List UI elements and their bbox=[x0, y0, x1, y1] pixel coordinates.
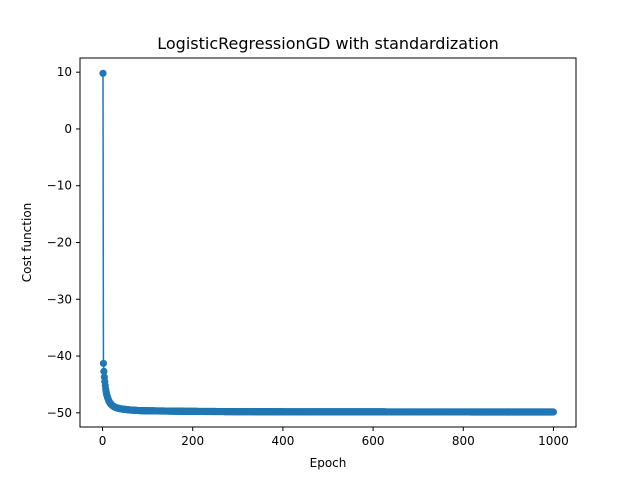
x-tick-label: 400 bbox=[271, 434, 294, 448]
x-tick-label: 0 bbox=[99, 434, 107, 448]
y-tick-label: −10 bbox=[47, 179, 72, 193]
y-tick-label: 10 bbox=[57, 65, 72, 79]
y-tick-label: 0 bbox=[64, 122, 72, 136]
y-tick-label: −30 bbox=[47, 292, 72, 306]
y-tick-label: −40 bbox=[47, 349, 72, 363]
series-layer bbox=[99, 69, 558, 416]
y-axis-label: Cost function bbox=[20, 203, 34, 283]
y-axis: 10 0 −10 −20 −30 −40 −50 bbox=[47, 65, 80, 420]
data-point bbox=[549, 408, 558, 416]
y-tick-label: −20 bbox=[47, 236, 72, 250]
chart-title: LogisticRegressionGD with standardizatio… bbox=[157, 34, 499, 53]
x-tick-label: 1000 bbox=[538, 434, 569, 448]
x-tick-label: 200 bbox=[181, 434, 204, 448]
data-point bbox=[99, 359, 108, 368]
data-point bbox=[99, 69, 107, 77]
data-point bbox=[100, 367, 108, 375]
x-axis-label: Epoch bbox=[310, 456, 347, 470]
x-tick-label: 600 bbox=[362, 434, 385, 448]
y-tick-label: −50 bbox=[47, 406, 72, 420]
x-tick-label: 800 bbox=[452, 434, 475, 448]
x-axis: 0 200 400 600 800 1000 bbox=[99, 427, 569, 448]
plot-area bbox=[80, 58, 576, 427]
